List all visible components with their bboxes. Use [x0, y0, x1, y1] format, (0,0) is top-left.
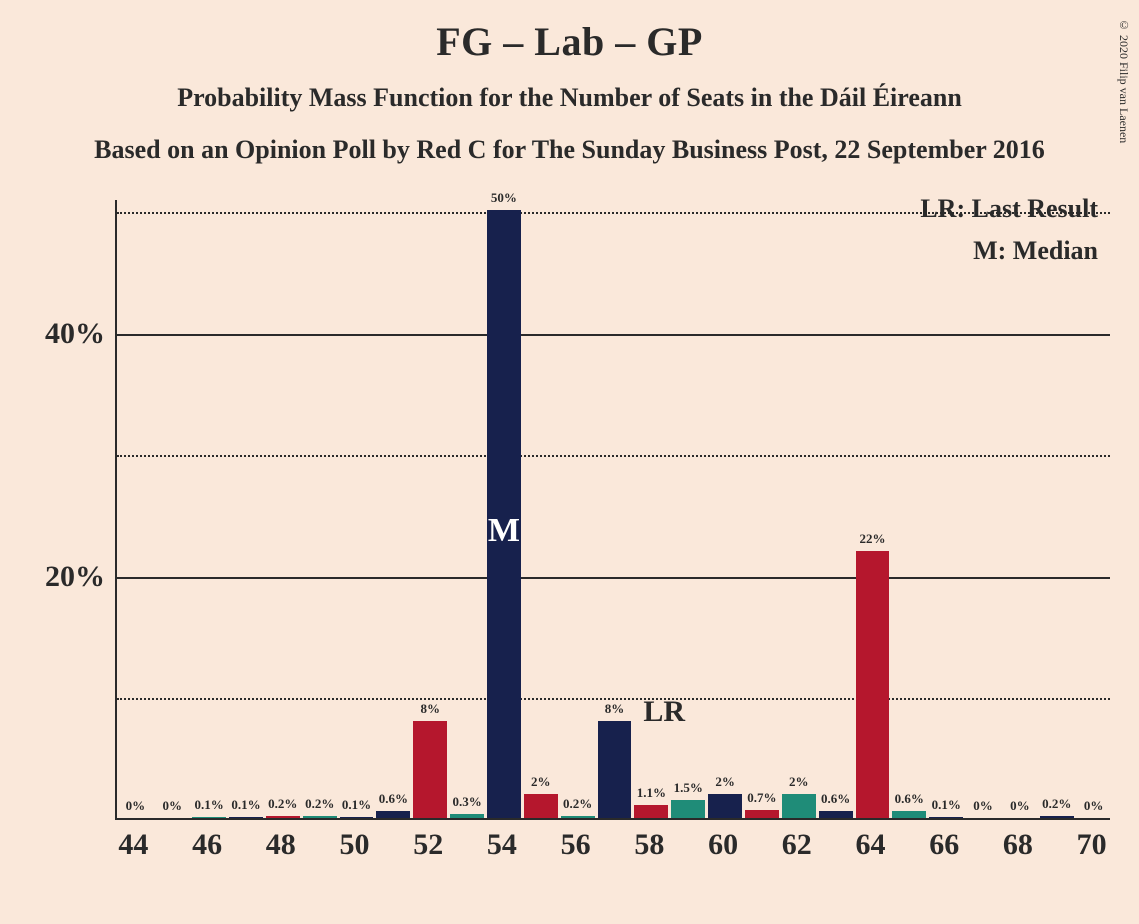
- bar-value-label: 0.2%: [563, 796, 592, 812]
- bar-value-label: 0.2%: [268, 796, 297, 812]
- plot-region: 0%0%0.1%0.1%0.2%0.2%0.1%0.6%8%0.3%50%2%0…: [115, 200, 1110, 820]
- bar-value-label: 0.1%: [932, 797, 961, 813]
- bar: [376, 811, 410, 818]
- bar-value-label: 0.1%: [342, 797, 371, 813]
- bar-value-label: 8%: [420, 701, 440, 717]
- bar-value-label: 8%: [605, 701, 625, 717]
- bar-value-label: 2%: [715, 774, 735, 790]
- bar-value-label: 0.6%: [821, 791, 850, 807]
- legend-m: M: Median: [973, 236, 1098, 266]
- bar-value-label: 0.7%: [747, 790, 776, 806]
- bar: [856, 551, 890, 819]
- bar-value-label: 1.1%: [637, 785, 666, 801]
- bar-value-label: 0%: [1084, 798, 1104, 814]
- x-axis-label: 46: [192, 828, 222, 862]
- bar: [413, 721, 447, 818]
- copyright-text: © 2020 Filip van Laenen: [1116, 18, 1131, 143]
- bar-value-label: 2%: [789, 774, 809, 790]
- title-subtitle-2: Based on an Opinion Poll by Red C for Th…: [0, 135, 1139, 165]
- title-main: FG – Lab – GP: [0, 18, 1139, 65]
- bar-value-label: 0.3%: [452, 794, 481, 810]
- bar-value-label: 1.5%: [674, 780, 703, 796]
- x-axis-label: 54: [487, 828, 517, 862]
- bar: [266, 816, 300, 818]
- bar: [1040, 816, 1074, 818]
- x-axis-label: 66: [929, 828, 959, 862]
- bar: [671, 800, 705, 818]
- bar-value-label: 0.1%: [194, 797, 223, 813]
- bar-value-label: 0.2%: [1042, 796, 1071, 812]
- bar: [524, 794, 558, 818]
- chart-titles: FG – Lab – GP Probability Mass Function …: [0, 0, 1139, 165]
- y-axis-label: 20%: [45, 560, 105, 594]
- bar: [634, 805, 668, 818]
- bar: [929, 817, 963, 818]
- x-axis-label: 64: [856, 828, 886, 862]
- bar: [598, 721, 632, 818]
- bar-value-label: 0%: [1010, 798, 1030, 814]
- gridline-major: [117, 334, 1110, 336]
- bar-value-label: 22%: [860, 531, 886, 547]
- bar: [745, 810, 779, 819]
- bar: [708, 794, 742, 818]
- bar: [782, 794, 816, 818]
- bar: [819, 811, 853, 818]
- y-axis-label: 40%: [45, 317, 105, 351]
- x-axis-label: 60: [708, 828, 738, 862]
- x-axis-label: 68: [1003, 828, 1033, 862]
- median-marker: M: [488, 512, 520, 550]
- bar: [192, 817, 226, 818]
- bar: [340, 817, 374, 818]
- bar-value-label: 0%: [163, 798, 183, 814]
- lr-marker: LR: [643, 695, 685, 729]
- legend-lr: LR: Last Result: [920, 194, 1098, 224]
- x-axis-label: 58: [634, 828, 664, 862]
- bar-value-label: 2%: [531, 774, 551, 790]
- bar: [561, 816, 595, 818]
- bar: [229, 817, 263, 818]
- bar-value-label: 0%: [126, 798, 146, 814]
- title-subtitle-1: Probability Mass Function for the Number…: [0, 83, 1139, 113]
- bar: [892, 811, 926, 818]
- x-axis-label: 52: [413, 828, 443, 862]
- x-axis-label: 44: [118, 828, 148, 862]
- bar-value-label: 50%: [491, 190, 517, 206]
- bar-value-label: 0.2%: [305, 796, 334, 812]
- bar-value-label: 0.6%: [379, 791, 408, 807]
- gridline-major: [117, 577, 1110, 579]
- bar: [450, 814, 484, 818]
- bar-value-label: 0.6%: [895, 791, 924, 807]
- x-axis-label: 48: [266, 828, 296, 862]
- x-axis-label: 70: [1077, 828, 1107, 862]
- bar: [303, 816, 337, 818]
- x-axis-label: 62: [782, 828, 812, 862]
- x-axis-label: 50: [340, 828, 370, 862]
- bar-value-label: 0.1%: [231, 797, 260, 813]
- bar-value-label: 0%: [973, 798, 993, 814]
- chart-area: 0%0%0.1%0.1%0.2%0.2%0.1%0.6%8%0.3%50%2%0…: [115, 200, 1110, 820]
- x-axis-label: 56: [561, 828, 591, 862]
- gridline-minor: [117, 455, 1110, 457]
